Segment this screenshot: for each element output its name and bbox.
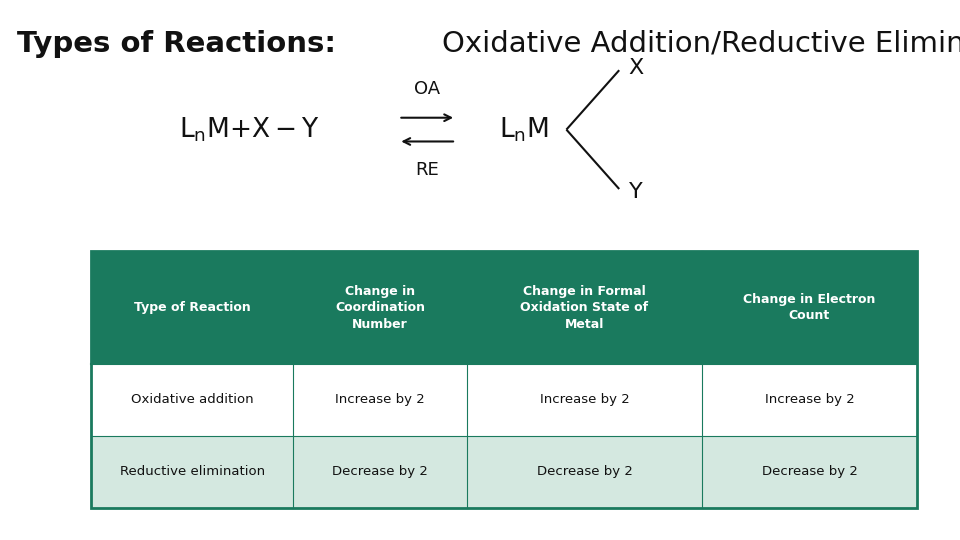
Bar xyxy=(91,251,917,508)
Text: Oxidative addition: Oxidative addition xyxy=(131,393,253,407)
Bar xyxy=(91,364,917,436)
Text: Change in
Coordination
Number: Change in Coordination Number xyxy=(335,285,425,330)
Text: $\mathregular{L_nM}$: $\mathregular{L_nM}$ xyxy=(499,116,549,144)
Text: $\mathregular{L_nM}$$\mathregular{+X-Y}$: $\mathregular{L_nM}$$\mathregular{+X-Y}$ xyxy=(180,116,320,144)
Text: Change in Formal
Oxidation State of
Metal: Change in Formal Oxidation State of Meta… xyxy=(520,285,649,330)
Text: RE: RE xyxy=(416,161,439,179)
Text: Increase by 2: Increase by 2 xyxy=(335,393,425,407)
Text: Decrease by 2: Decrease by 2 xyxy=(537,465,633,478)
Bar xyxy=(91,436,917,508)
Text: Type of Reaction: Type of Reaction xyxy=(134,301,251,314)
Text: OA: OA xyxy=(414,80,441,98)
Text: Increase by 2: Increase by 2 xyxy=(540,393,630,407)
Text: Change in Electron
Count: Change in Electron Count xyxy=(743,293,876,322)
Text: Y: Y xyxy=(629,181,642,202)
Text: Oxidative Addition/Reductive Elimination: Oxidative Addition/Reductive Elimination xyxy=(442,30,960,58)
Text: X: X xyxy=(629,57,644,78)
Bar xyxy=(91,251,917,364)
Text: Decrease by 2: Decrease by 2 xyxy=(332,465,428,478)
Text: Reductive elimination: Reductive elimination xyxy=(120,465,265,478)
Text: Decrease by 2: Decrease by 2 xyxy=(761,465,857,478)
Text: Types of Reactions:: Types of Reactions: xyxy=(17,30,347,58)
Text: Increase by 2: Increase by 2 xyxy=(764,393,854,407)
